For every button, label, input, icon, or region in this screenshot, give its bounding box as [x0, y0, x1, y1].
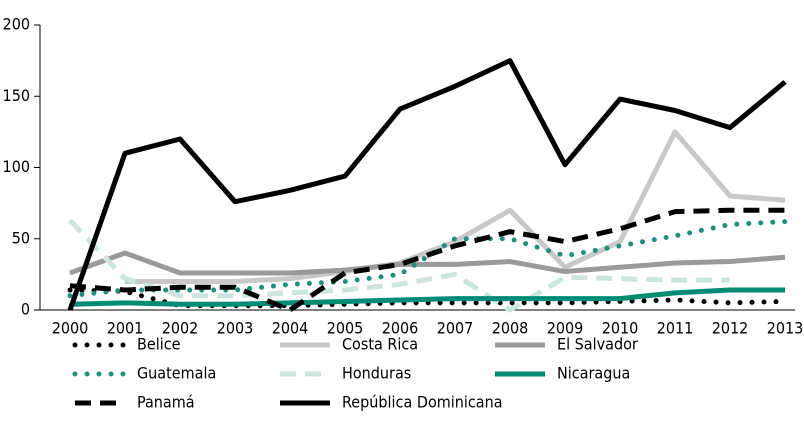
x-tick-label: 2003 [217, 319, 254, 338]
legend-label: Belice [137, 335, 181, 354]
x-tick-label: 2010 [602, 319, 639, 338]
x-tick-label: 2002 [162, 319, 199, 338]
x-tick-label: 2001 [107, 319, 144, 338]
series-line [69, 250, 786, 276]
x-tick-label: 2006 [382, 319, 419, 338]
y-tick-label: 200 [3, 15, 30, 34]
series-line [68, 218, 730, 313]
x-tick-label: 2011 [657, 319, 694, 338]
x-tick-label: 2009 [547, 319, 584, 338]
legend-label: República Dominicana [342, 393, 503, 412]
legend-label: El Salvador [557, 335, 638, 354]
x-tick-label: 2012 [712, 319, 749, 338]
x-tick-label: 2005 [327, 319, 364, 338]
x-tick-label: 2000 [52, 319, 89, 338]
series-line [67, 58, 787, 311]
legend-label: Guatemala [137, 364, 216, 383]
x-tick-label: 2004 [272, 319, 309, 338]
series-line [69, 287, 785, 307]
y-tick-label: 100 [3, 157, 30, 176]
legend-label: Honduras [342, 364, 411, 383]
legend-label: Panamá [137, 393, 195, 412]
y-tick-label: 50 [12, 228, 30, 247]
legend-label: Nicaragua [557, 364, 630, 383]
x-tick-label: 2007 [437, 319, 474, 338]
legend-label: Costa Rica [342, 335, 418, 354]
y-tick-label: 150 [3, 86, 30, 105]
x-tick-label: 2013 [767, 319, 804, 338]
x-tick-label: 2008 [492, 319, 529, 338]
series-line [69, 207, 785, 313]
y-tick-label: 0 [21, 300, 30, 319]
series-line [125, 129, 786, 284]
series-line [67, 219, 788, 299]
